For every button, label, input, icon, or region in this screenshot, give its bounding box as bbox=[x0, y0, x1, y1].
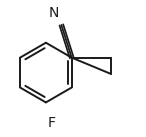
Text: N: N bbox=[49, 6, 59, 20]
Text: F: F bbox=[48, 116, 56, 130]
